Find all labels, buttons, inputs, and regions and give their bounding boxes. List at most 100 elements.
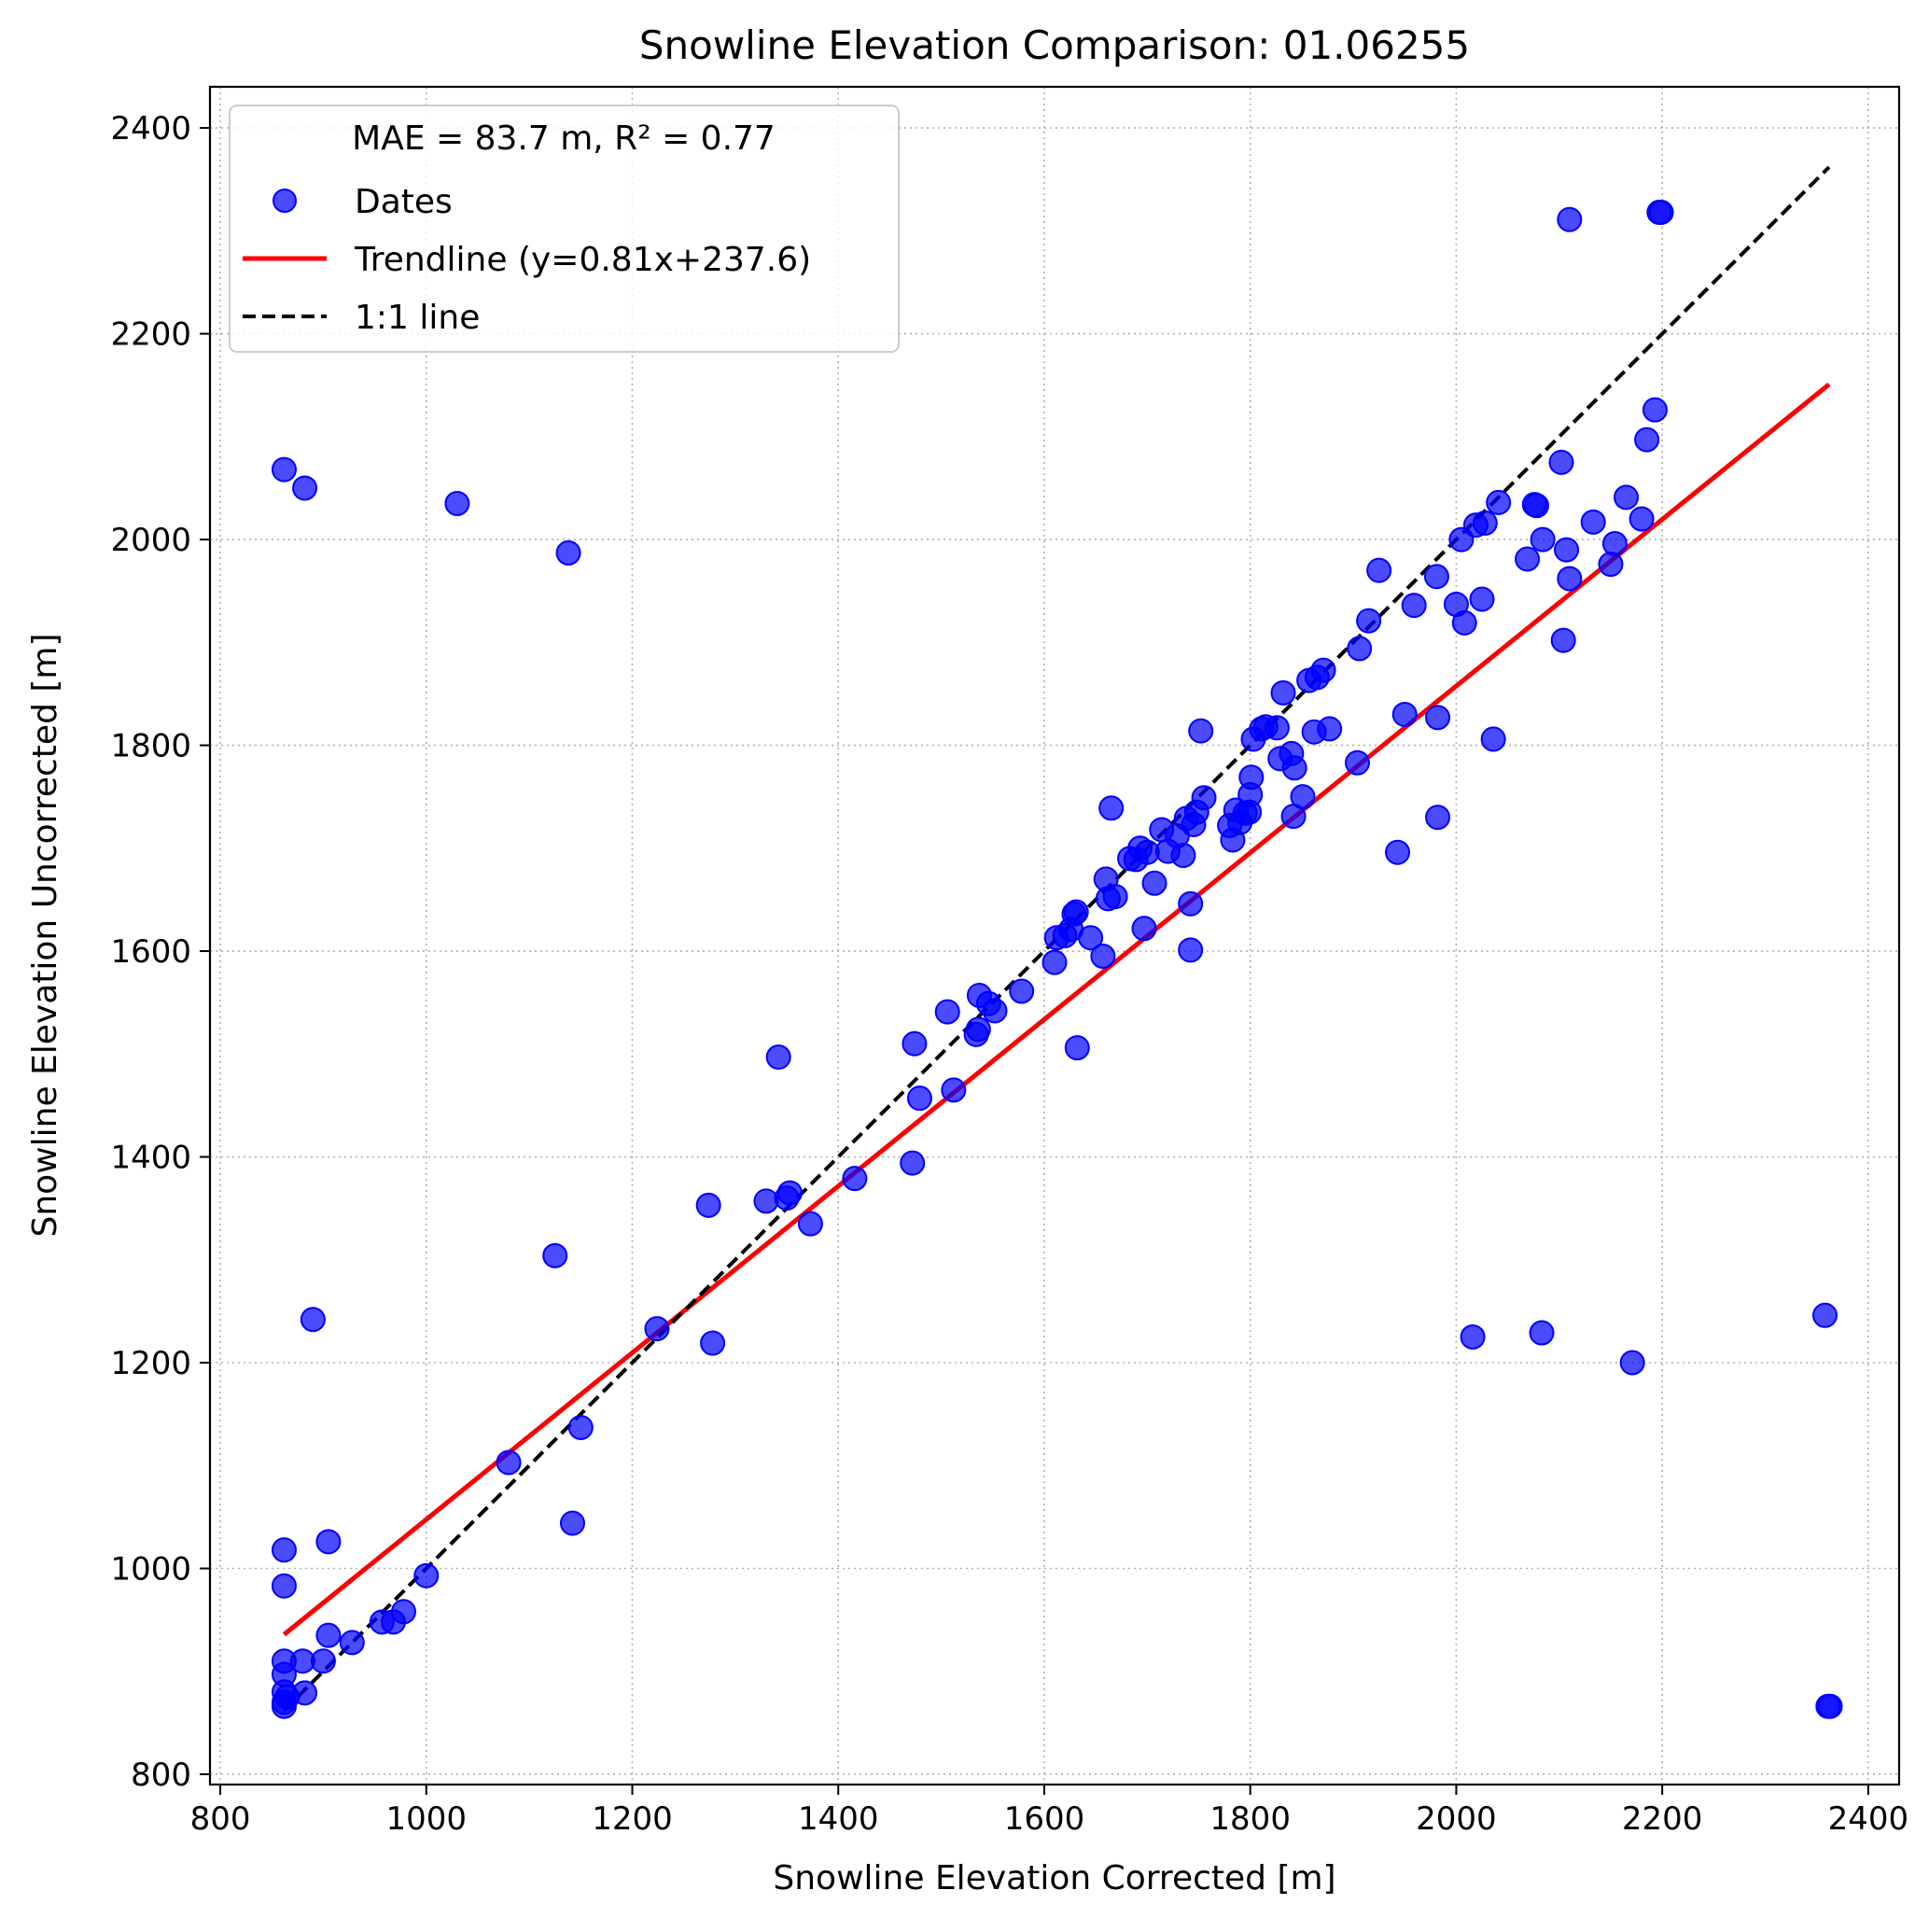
data-point — [965, 1016, 991, 1043]
data-point — [1554, 537, 1580, 563]
data-point — [413, 1562, 440, 1589]
x-tick-label: 2000 — [1416, 1800, 1497, 1838]
data-point — [1063, 899, 1089, 925]
x-tick-label: 1400 — [798, 1800, 879, 1838]
data-point — [559, 1510, 585, 1536]
data-point — [1356, 608, 1382, 634]
data-point — [765, 1044, 791, 1071]
data-point — [390, 1599, 416, 1625]
data-point — [1598, 552, 1624, 578]
data-point — [1817, 1693, 1843, 1719]
data-point — [1188, 718, 1214, 744]
legend: MAE = 83.7 m, R² = 0.77 Dates Trendline … — [229, 105, 900, 353]
data-point — [934, 999, 960, 1025]
x-axis-ticks: 800 1000 1200 1400 1600 1800 2000 2200 2400 — [190, 1785, 1909, 1838]
data-point — [444, 490, 470, 516]
data-point — [700, 1330, 726, 1356]
data-point — [1290, 784, 1316, 810]
data-point — [1041, 949, 1068, 975]
y-tick-label: 1800 — [110, 728, 191, 765]
data-point — [753, 1188, 779, 1214]
data-point — [1648, 199, 1674, 225]
data-point — [1425, 805, 1451, 831]
x-tick-label: 2400 — [1828, 1800, 1909, 1838]
data-point — [1170, 843, 1196, 869]
data-point — [1557, 206, 1583, 232]
data-point — [1385, 839, 1411, 865]
data-point — [271, 1573, 297, 1599]
data-point — [1515, 546, 1541, 572]
data-point — [1580, 509, 1606, 535]
y-tick-label: 1200 — [110, 1345, 191, 1382]
y-axis-ticks: 800 1000 1200 1400 1600 1800 2000 2200 2400 — [110, 110, 210, 1794]
data-point — [982, 998, 1008, 1024]
data-point — [1548, 449, 1574, 475]
data-point — [1178, 890, 1204, 917]
data-point — [1486, 489, 1512, 515]
data-point — [1530, 526, 1556, 553]
data-point — [567, 1414, 594, 1440]
data-point — [1557, 566, 1583, 592]
data-point — [1347, 636, 1373, 662]
data-point — [1634, 427, 1660, 453]
data-point — [1317, 716, 1343, 742]
chart-title: Snowline Elevation Comparison: 01.06255 — [639, 22, 1470, 68]
y-tick-label: 2400 — [110, 110, 191, 147]
data-point — [339, 1630, 365, 1656]
data-point — [496, 1449, 522, 1476]
legend-label-dates: Dates — [355, 183, 453, 221]
data-point — [906, 1085, 932, 1112]
data-point — [1264, 715, 1290, 741]
data-point — [310, 1648, 336, 1674]
y-tick-label: 2000 — [110, 522, 191, 559]
data-point — [776, 1180, 803, 1206]
data-point — [1391, 701, 1418, 727]
data-point — [1310, 657, 1336, 683]
data-point — [1344, 749, 1370, 776]
one-to-one-line — [283, 165, 1831, 1713]
data-point — [300, 1307, 326, 1333]
y-tick-label: 1000 — [110, 1550, 191, 1588]
x-tick-label: 1000 — [386, 1800, 468, 1838]
data-point — [1131, 916, 1157, 942]
data-point — [1078, 925, 1104, 951]
data-point — [555, 539, 581, 566]
data-point — [1601, 530, 1628, 556]
reference-lines — [282, 165, 1831, 1713]
x-tick-label: 1800 — [1209, 1800, 1291, 1838]
data-points — [271, 199, 1843, 1719]
data-point — [1423, 564, 1449, 590]
data-point — [315, 1622, 342, 1648]
legend-label-trendline: Trendline (y=0.81x+237.6) — [354, 241, 811, 279]
legend-title: MAE = 83.7 m, R² = 0.77 — [352, 119, 776, 158]
data-point — [900, 1150, 926, 1176]
data-point — [1460, 1323, 1486, 1350]
data-point — [271, 1537, 297, 1563]
data-point — [1090, 944, 1116, 970]
data-point — [1178, 937, 1204, 963]
y-axis-label: Snowline Elevation Uncorrected [m] — [26, 633, 64, 1237]
data-point — [1281, 755, 1307, 781]
data-point — [644, 1316, 670, 1342]
data-point — [1524, 493, 1550, 519]
data-point — [1270, 679, 1296, 706]
data-point — [695, 1192, 721, 1218]
data-point — [1425, 705, 1451, 731]
data-point — [1401, 593, 1427, 619]
data-point — [1628, 506, 1655, 532]
data-point — [1614, 484, 1640, 511]
data-point — [1480, 726, 1506, 752]
x-axis-label: Snowline Elevation Corrected [m] — [773, 1859, 1335, 1897]
data-point — [315, 1529, 342, 1555]
trendline — [282, 382, 1831, 1637]
y-tick-label: 1600 — [110, 933, 191, 971]
data-point — [1064, 1035, 1090, 1061]
plot-frame — [208, 85, 1901, 1786]
legend-marker-dates — [273, 189, 297, 213]
data-point — [1529, 1320, 1555, 1346]
data-point — [542, 1242, 568, 1268]
x-tick-label: 1600 — [1004, 1800, 1085, 1838]
data-point — [1009, 978, 1035, 1004]
